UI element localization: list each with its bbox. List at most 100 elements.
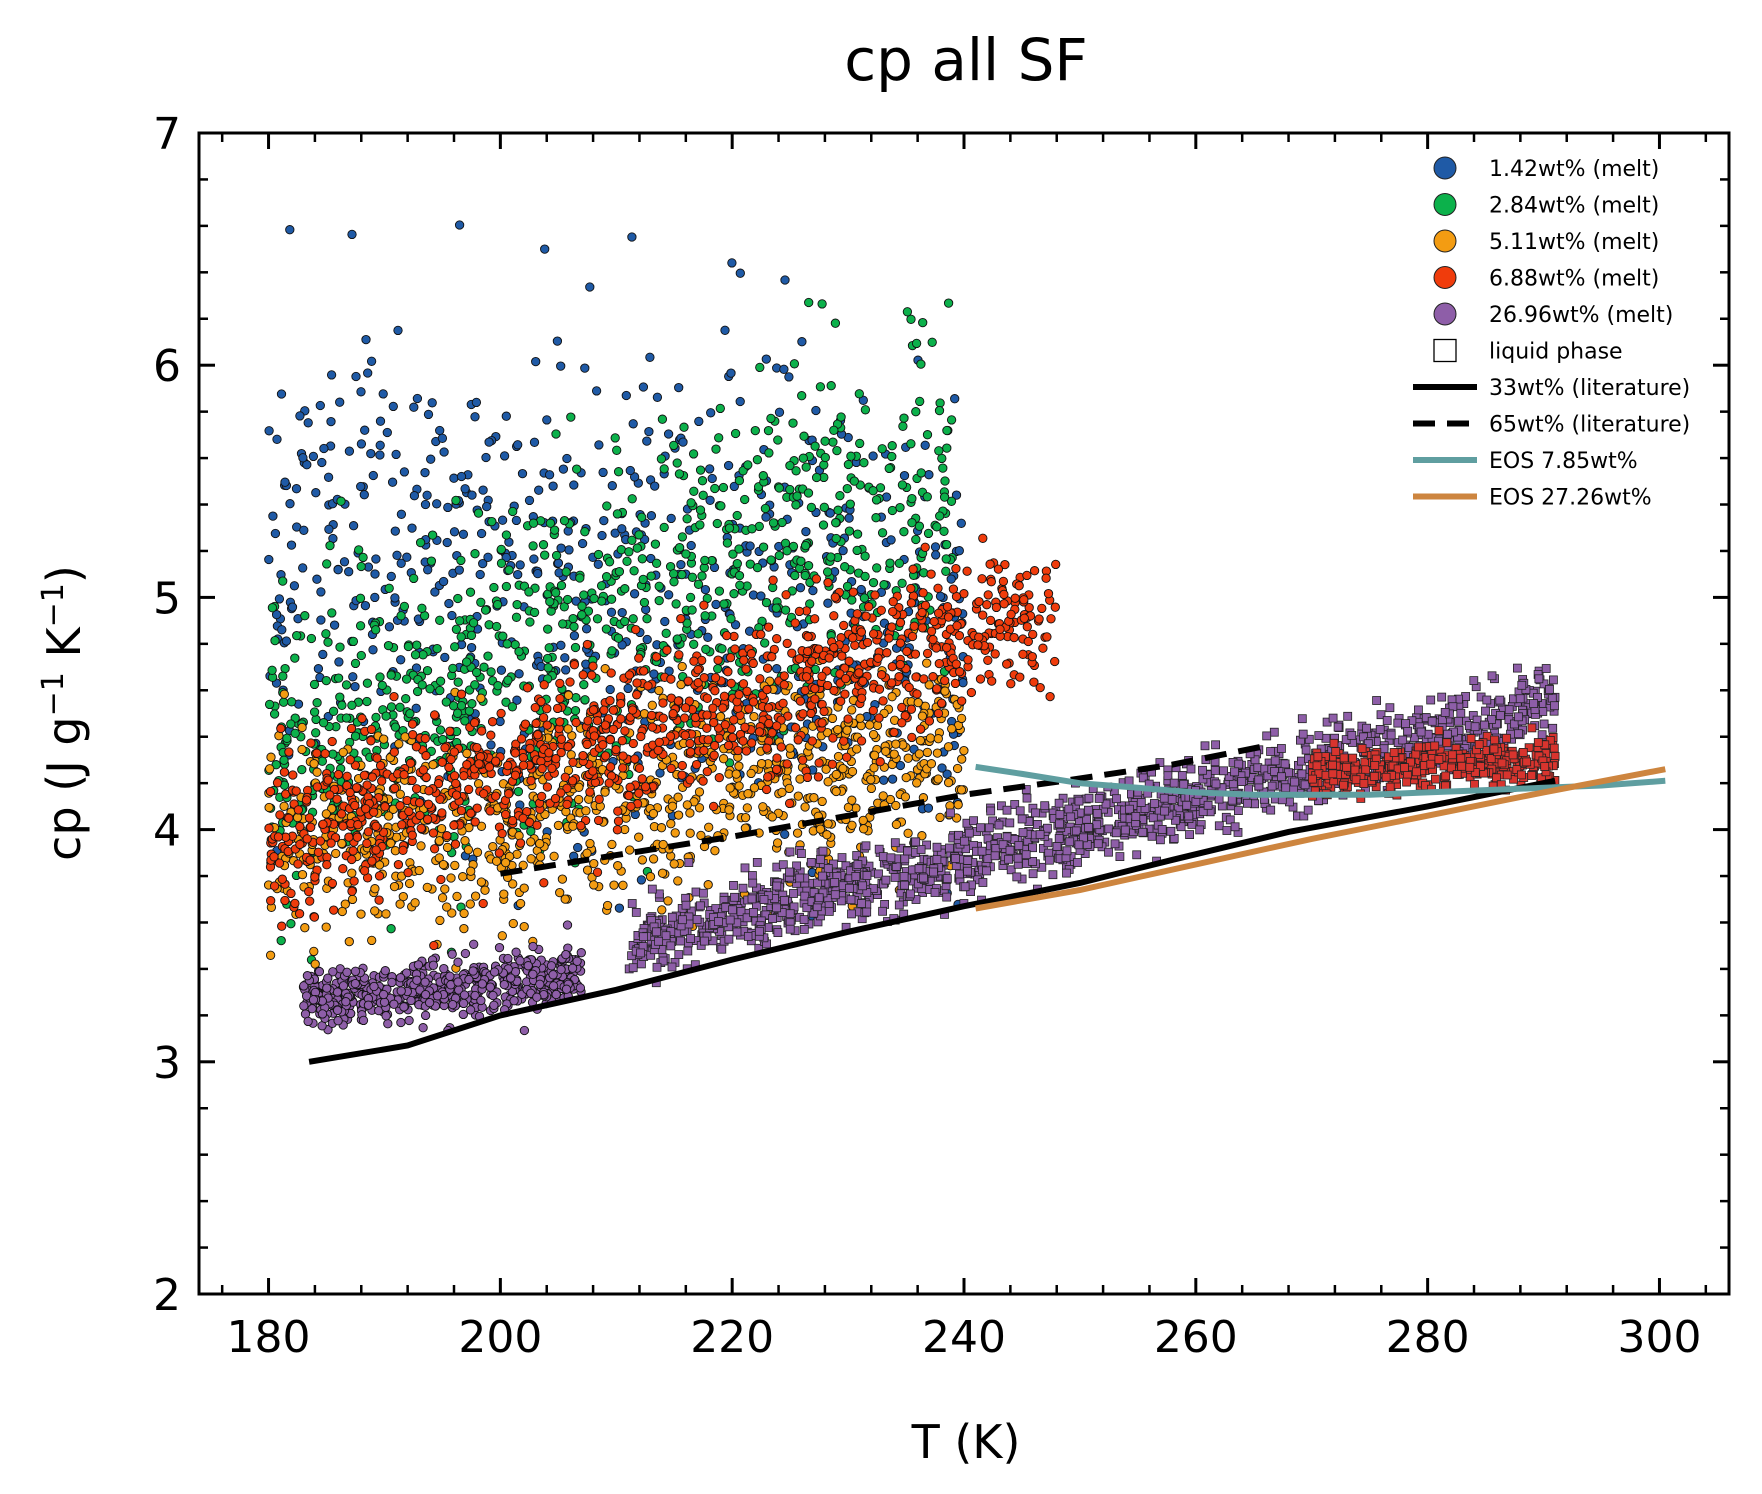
data-point bbox=[572, 464, 582, 474]
data-point bbox=[469, 939, 479, 949]
data-point bbox=[887, 692, 897, 702]
data-point bbox=[401, 674, 412, 684]
data-point bbox=[792, 491, 802, 501]
data-point bbox=[870, 590, 880, 600]
data-point bbox=[741, 664, 751, 674]
data-point bbox=[439, 963, 449, 974]
data-point bbox=[588, 766, 598, 776]
data-point bbox=[304, 813, 315, 823]
data-point bbox=[644, 426, 654, 437]
data-point bbox=[693, 629, 703, 639]
data-point bbox=[420, 977, 430, 987]
liquid-point bbox=[729, 881, 738, 890]
data-point bbox=[886, 535, 896, 545]
data-point bbox=[956, 713, 967, 724]
data-point bbox=[677, 770, 687, 780]
data-point bbox=[602, 501, 612, 511]
data-point bbox=[279, 801, 289, 811]
data-point bbox=[722, 630, 732, 641]
data-point bbox=[303, 418, 313, 428]
data-point bbox=[528, 969, 538, 979]
data-point bbox=[522, 683, 533, 693]
data-point bbox=[713, 655, 723, 665]
data-point bbox=[484, 620, 494, 630]
data-point bbox=[309, 707, 320, 717]
data-point bbox=[932, 522, 942, 532]
data-point bbox=[344, 832, 354, 842]
data-point bbox=[295, 839, 305, 850]
data-point bbox=[440, 743, 450, 753]
data-point bbox=[266, 896, 276, 906]
data-point bbox=[1046, 614, 1056, 624]
data-point bbox=[488, 841, 498, 852]
data-point bbox=[811, 574, 822, 584]
data-point bbox=[547, 763, 557, 773]
data-point bbox=[338, 821, 348, 831]
data-point bbox=[756, 591, 766, 601]
data-point bbox=[366, 736, 376, 746]
data-point bbox=[647, 710, 657, 721]
data-point bbox=[284, 813, 294, 823]
data-point bbox=[282, 733, 292, 743]
data-point bbox=[325, 790, 335, 800]
data-point bbox=[578, 670, 588, 680]
data-point bbox=[344, 936, 354, 947]
data-point bbox=[267, 603, 278, 613]
data-point bbox=[697, 476, 708, 486]
liquid-point bbox=[799, 925, 809, 934]
data-point bbox=[418, 1023, 428, 1033]
data-point bbox=[761, 512, 771, 522]
data-point bbox=[447, 610, 457, 621]
data-point bbox=[568, 613, 578, 624]
data-point bbox=[577, 610, 587, 620]
series-points-4 bbox=[298, 920, 586, 1036]
data-point bbox=[789, 359, 800, 369]
data-point bbox=[629, 566, 639, 576]
data-point bbox=[510, 770, 521, 780]
data-point bbox=[368, 470, 378, 481]
data-point bbox=[1009, 632, 1019, 643]
data-point bbox=[279, 767, 290, 777]
data-point bbox=[508, 918, 518, 929]
data-point bbox=[529, 437, 540, 447]
data-point bbox=[939, 526, 949, 536]
data-point bbox=[628, 614, 638, 624]
data-point bbox=[799, 431, 809, 441]
liquid-point bbox=[637, 959, 646, 969]
liquid-point bbox=[1177, 771, 1187, 780]
data-point bbox=[396, 611, 406, 621]
data-point bbox=[463, 845, 474, 855]
data-point bbox=[798, 709, 808, 719]
data-point bbox=[451, 495, 461, 506]
data-point bbox=[767, 652, 777, 662]
data-point bbox=[604, 778, 614, 788]
data-point bbox=[613, 633, 624, 643]
data-point bbox=[856, 584, 866, 595]
data-point bbox=[556, 580, 567, 591]
data-point bbox=[513, 786, 524, 797]
data-point bbox=[782, 759, 792, 769]
data-point bbox=[1018, 649, 1028, 659]
data-point bbox=[714, 433, 724, 443]
data-point bbox=[460, 484, 470, 494]
data-point bbox=[274, 594, 285, 604]
data-point bbox=[706, 408, 716, 418]
data-point bbox=[542, 415, 552, 425]
data-point bbox=[450, 839, 461, 849]
data-point bbox=[387, 977, 397, 988]
data-point bbox=[913, 697, 923, 708]
data-point bbox=[928, 672, 938, 682]
data-point bbox=[504, 789, 514, 799]
data-point bbox=[919, 674, 929, 684]
data-point bbox=[577, 538, 588, 549]
data-point bbox=[485, 982, 495, 992]
data-point bbox=[801, 526, 811, 537]
data-point bbox=[906, 583, 916, 594]
data-point bbox=[542, 720, 552, 730]
data-point bbox=[831, 518, 841, 528]
data-point bbox=[268, 511, 278, 521]
data-point bbox=[622, 556, 632, 566]
data-point bbox=[585, 787, 595, 797]
data-point bbox=[646, 511, 657, 521]
